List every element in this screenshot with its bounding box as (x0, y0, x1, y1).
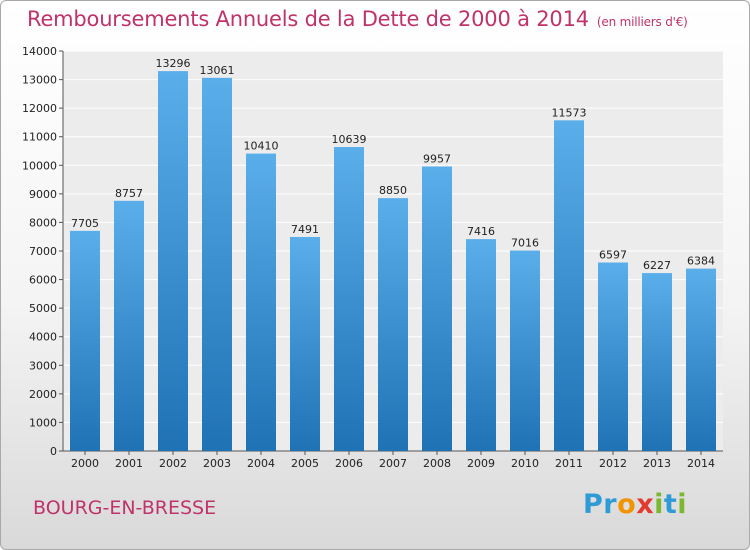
data-label-2004: 10410 (244, 140, 279, 153)
data-label-2008: 9957 (423, 153, 451, 166)
y-tick-label: 12000 (22, 102, 57, 115)
bar-2003 (202, 77, 232, 451)
x-tick-label-2014: 2014 (687, 457, 715, 470)
proxiti-logo: Proxiti (583, 489, 688, 520)
y-tick-label: 7000 (29, 245, 57, 258)
data-label-2003: 13061 (200, 64, 235, 77)
bar-2009 (466, 239, 496, 451)
bar-2008 (422, 166, 452, 451)
y-tick-label: 4000 (29, 331, 57, 344)
data-label-2010: 7016 (511, 237, 539, 250)
x-tick-label-2004: 2004 (247, 457, 275, 470)
y-tick-label: 2000 (29, 388, 57, 401)
city-name: BOURG-EN-BRESSE (33, 497, 217, 519)
y-tick-label: 0 (50, 445, 57, 458)
bar-2007 (378, 198, 408, 451)
y-tick-label: 1000 (29, 416, 57, 429)
x-tick-label-2013: 2013 (643, 457, 671, 470)
x-tick-label-2012: 2012 (599, 457, 627, 470)
bar-2000 (70, 230, 100, 451)
y-tick-label: 8000 (29, 216, 57, 229)
data-label-2002: 13296 (156, 57, 191, 70)
data-label-2006: 10639 (332, 133, 367, 146)
data-label-2012: 6597 (599, 249, 627, 262)
x-tick-label-2010: 2010 (511, 457, 539, 470)
x-tick-label-2011: 2011 (555, 457, 583, 470)
data-label-2007: 8850 (379, 184, 407, 197)
bar-2014 (686, 268, 716, 451)
x-tick-label-2003: 2003 (203, 457, 231, 470)
y-tick-label: 10000 (22, 159, 57, 172)
x-tick-label-2001: 2001 (115, 457, 143, 470)
bar-2001 (114, 200, 144, 451)
y-tick-label: 6000 (29, 274, 57, 287)
data-label-2000: 7705 (71, 217, 99, 230)
x-tick-label-2006: 2006 (335, 457, 363, 470)
x-tick-label-2008: 2008 (423, 457, 451, 470)
bar-2005 (290, 236, 320, 451)
data-label-2014: 6384 (687, 255, 715, 268)
bar-2006 (334, 147, 364, 451)
x-tick-label-2000: 2000 (71, 457, 99, 470)
y-tick-label: 11000 (22, 131, 57, 144)
x-tick-label-2002: 2002 (159, 457, 187, 470)
chart-title-text: Remboursements Annuels de la Dette de 20… (27, 7, 589, 31)
x-tick-label-2009: 2009 (467, 457, 495, 470)
chart-title: Remboursements Annuels de la Dette de 20… (27, 7, 688, 31)
y-tick-label: 13000 (22, 74, 57, 87)
data-label-2011: 11573 (552, 106, 587, 119)
x-tick-label-2005: 2005 (291, 457, 319, 470)
bar-2004 (246, 153, 276, 452)
y-tick-label: 5000 (29, 302, 57, 315)
y-tick-label: 3000 (29, 359, 57, 372)
y-tick-label: 14000 (22, 45, 57, 58)
bar-2013 (642, 273, 672, 451)
bar-2011 (554, 120, 584, 451)
bar-2012 (598, 262, 628, 451)
data-label-2009: 7416 (467, 225, 495, 238)
chart-unit: (en milliers d'€) (596, 15, 688, 29)
data-label-2001: 8757 (115, 187, 143, 200)
bar-2002 (158, 71, 188, 451)
data-label-2013: 6227 (643, 259, 671, 272)
bar-2010 (510, 250, 540, 451)
y-tick-label: 9000 (29, 188, 57, 201)
data-label-2005: 7491 (291, 223, 319, 236)
x-tick-label-2007: 2007 (379, 457, 407, 470)
